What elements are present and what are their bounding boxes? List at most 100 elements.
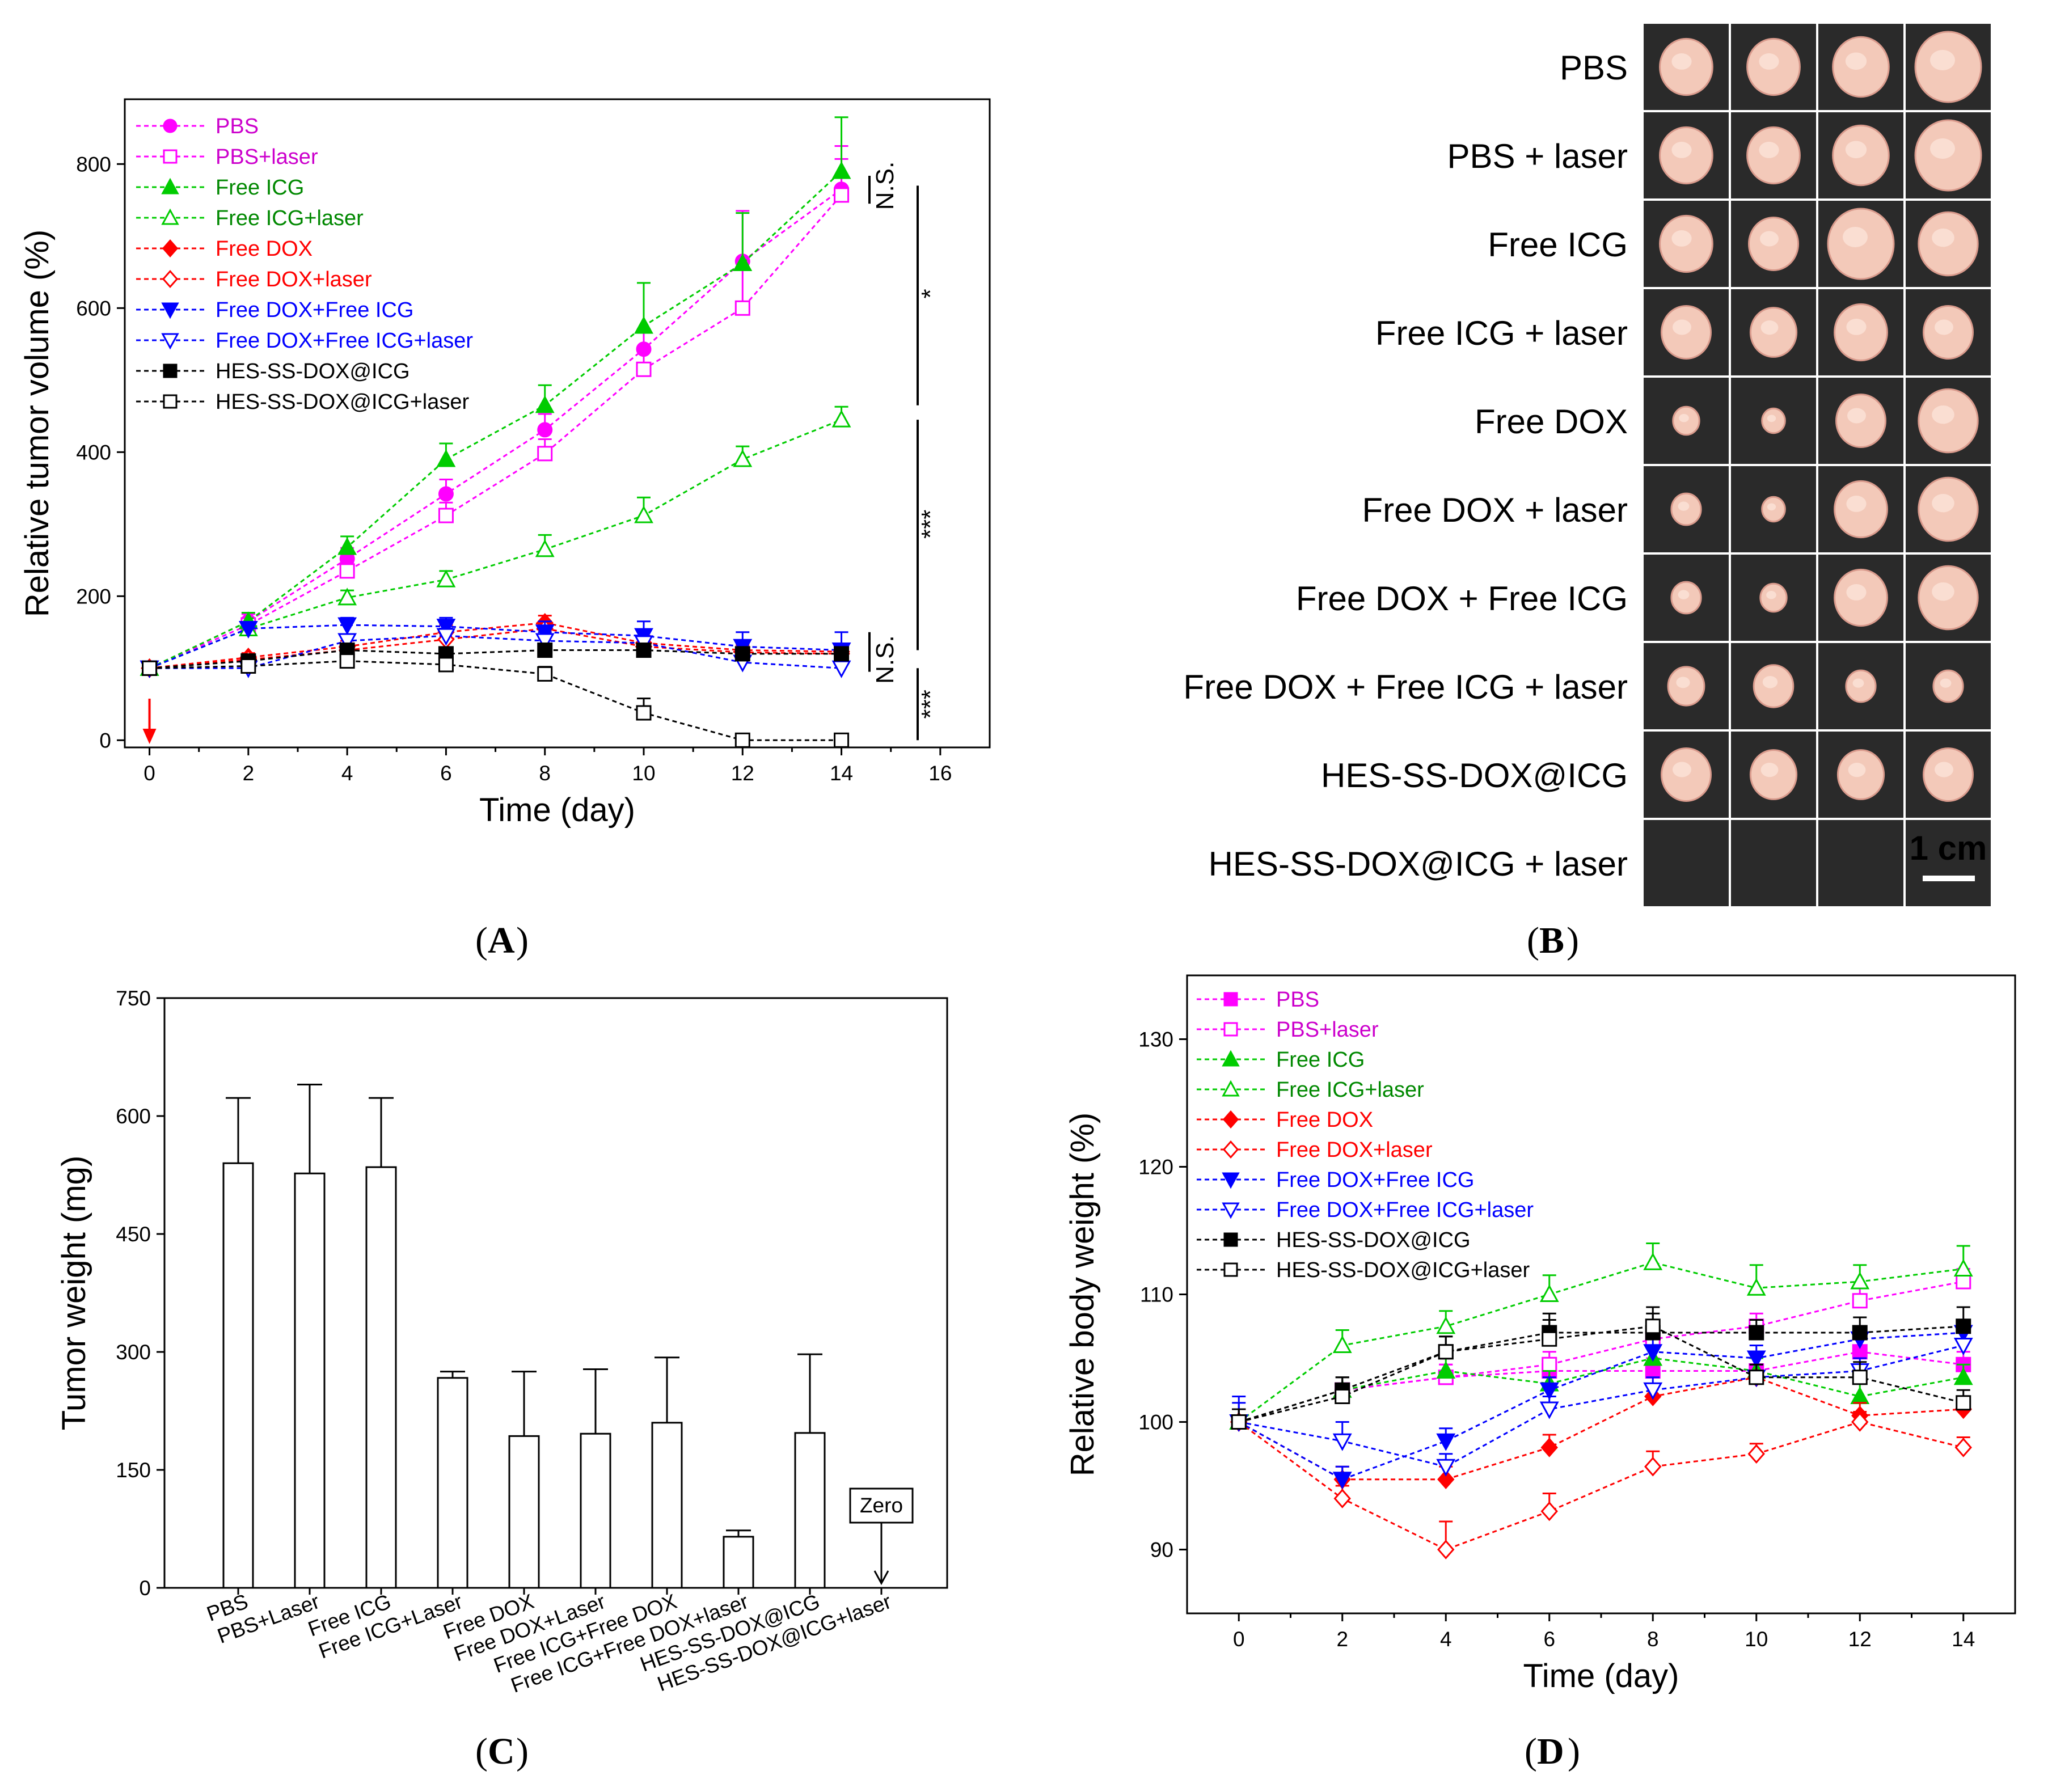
tumor-highlight (1935, 762, 1953, 777)
row-label: HES-SS-DOX@ICG (1321, 756, 1628, 794)
tumor-highlight (1845, 52, 1867, 70)
legend-label: Free DOX (216, 237, 313, 261)
x-tick-label: 2 (1336, 1628, 1348, 1651)
series-line (149, 188, 842, 669)
data-point (240, 658, 256, 674)
data-point (438, 657, 454, 673)
y-tick-label: 400 (76, 441, 111, 464)
data-point (831, 660, 851, 678)
legend-label: Free ICG (1276, 1048, 1365, 1072)
data-point (1540, 1501, 1558, 1521)
data-point (1644, 1456, 1662, 1477)
data-point (1852, 1293, 1868, 1309)
photo-row: PBS (1560, 24, 1991, 110)
x-tick-label: 12 (731, 762, 754, 785)
data-point (1643, 1252, 1663, 1270)
data-point (337, 633, 357, 651)
y-tick-label: 130 (1138, 1028, 1173, 1051)
x-tick-label: 12 (1848, 1628, 1872, 1651)
series-line (1238, 1345, 1964, 1468)
panel-label-a: (A) (475, 920, 529, 961)
data-point (436, 569, 456, 588)
series-line (149, 624, 842, 669)
legend-marker (1222, 1050, 1240, 1067)
data-point (831, 161, 851, 179)
series-line (149, 660, 842, 741)
data-point (1437, 1540, 1455, 1559)
bar (437, 1377, 468, 1589)
x-tick-label: 2 (243, 762, 255, 785)
row-label: PBS (1560, 49, 1628, 87)
tumor-highlight (1848, 763, 1866, 777)
legend-marker (163, 394, 178, 409)
data-point (734, 646, 750, 662)
data-point (1746, 1350, 1766, 1368)
y-tick-label: 600 (116, 1105, 151, 1128)
row-label: Free DOX + Free ICG + laser (1183, 668, 1628, 706)
row-label: Free DOX + Free ICG (1296, 580, 1628, 618)
series-line (1238, 1421, 1964, 1551)
data-point (537, 643, 553, 658)
legend-marker (1223, 1232, 1238, 1247)
svg-text:D: D (1537, 1731, 1564, 1772)
row-label: Free ICG (1488, 226, 1628, 264)
y-tick-label: 600 (76, 297, 111, 320)
tumor-highlight (1852, 678, 1864, 688)
data-point (1332, 1335, 1352, 1353)
x-tick-label: 4 (341, 762, 353, 785)
legend-label: HES-SS-DOX@ICG (216, 360, 410, 383)
data-point (1852, 1325, 1868, 1341)
series-free-dox-free-icg-laser: Free DOX+Free ICG+laser (1197, 1198, 1973, 1477)
row-label: PBS + laser (1447, 137, 1628, 175)
series-line (1238, 1261, 1964, 1423)
legend-label: Free DOX (1276, 1108, 1373, 1132)
data-point (834, 187, 850, 203)
tumor-highlight (1846, 584, 1867, 601)
plot-frame (124, 98, 991, 749)
significance-label: *** (917, 690, 944, 719)
legend-label: Free DOX+laser (1276, 1138, 1433, 1162)
tumor-highlight (1845, 141, 1867, 159)
svg-text:): ) (1568, 1731, 1580, 1772)
tumor-highlight (1935, 319, 1953, 335)
photo-row: Free ICG + laser (1375, 289, 1991, 375)
row-label: Free DOX (1475, 403, 1628, 441)
data-point (1542, 1356, 1557, 1372)
legend-label: Free DOX+Free ICG+laser (216, 329, 473, 353)
data-point (1231, 1414, 1247, 1430)
photo-row: HES-SS-DOX@ICG + laser (1209, 820, 1991, 906)
legend-marker (163, 364, 178, 378)
series-line (149, 419, 842, 669)
x-tick-label: 6 (1543, 1628, 1555, 1651)
bar (508, 1435, 540, 1589)
tumor-highlight (1673, 319, 1691, 335)
data-point (1956, 1318, 1971, 1334)
x-axis-label: Time (day) (479, 792, 635, 829)
bar (365, 1166, 397, 1589)
data-point (1333, 1489, 1351, 1508)
tumor-highlight (1671, 53, 1692, 70)
data-point (238, 620, 258, 639)
data-point (535, 539, 555, 557)
legend-marker (1222, 1110, 1239, 1129)
tumor-highlight (1930, 138, 1955, 159)
legend-marker (1223, 1022, 1238, 1037)
tumor-highlight (1760, 231, 1779, 247)
series-line (149, 170, 842, 669)
data-point (1645, 1318, 1661, 1334)
svg-text:(: ( (1527, 920, 1539, 961)
data-point (1953, 1367, 1973, 1385)
tumor-highlight (1679, 414, 1689, 422)
y-tick-label: 0 (99, 729, 111, 752)
y-axis-label: Relative tumor volume (%) (19, 230, 56, 617)
series-free-icg-laser: Free ICG+laser (1197, 1078, 1973, 1430)
data-point (1956, 1395, 1971, 1411)
legend-marker (161, 177, 179, 195)
tumor-highlight (1847, 408, 1866, 424)
panel-a-tumor-volume-chart: 0 2 4 6 8 10 12 14 16 0 200 400 600 800 Time (day) Rela… (19, 98, 991, 829)
svg-text:C: C (488, 1731, 515, 1772)
y-tick-label: 120 (1138, 1156, 1173, 1179)
data-point (1643, 1344, 1663, 1362)
